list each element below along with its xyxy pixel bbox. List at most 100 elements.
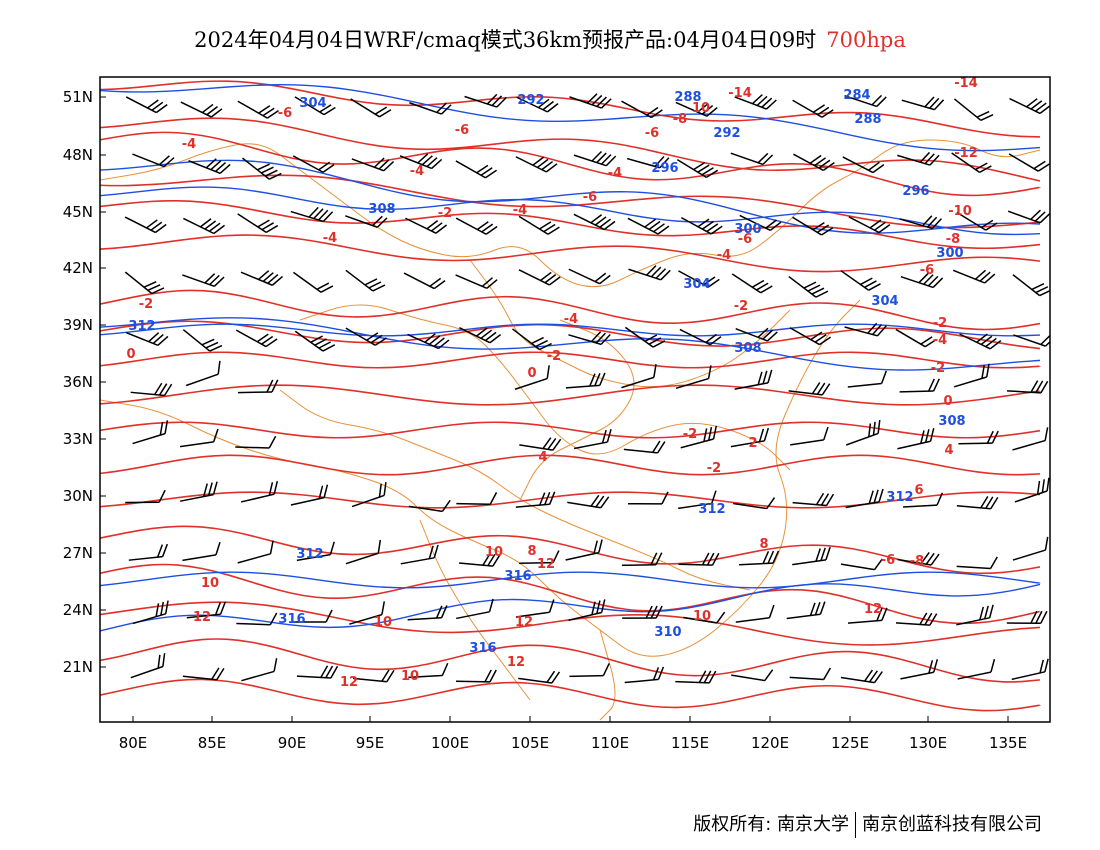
copyright-left: 版权所有: 南京大学 <box>693 814 849 835</box>
wind-barb <box>897 552 940 566</box>
wind-barb <box>241 658 278 682</box>
lon-tick-label: 100E <box>431 734 469 752</box>
wind-barb <box>130 653 166 679</box>
wind-barb <box>242 157 282 180</box>
wind-barb <box>1012 274 1050 297</box>
height-label: 316 <box>278 612 305 627</box>
wind-barb <box>624 666 665 684</box>
temperature-label: 10 <box>374 615 392 630</box>
wind-barb <box>1013 334 1050 347</box>
wind-barb <box>844 322 887 337</box>
border-line <box>100 299 861 657</box>
wind-barb <box>518 269 561 286</box>
temperature-label: 12 <box>864 602 882 617</box>
temperature-label: 0 <box>943 394 952 409</box>
height-contour-line <box>100 84 1041 152</box>
lat-tick-label: 39N <box>63 316 93 334</box>
height-label: 316 <box>504 569 531 584</box>
wind-barb <box>290 206 334 223</box>
height-label: 316 <box>469 641 496 656</box>
wind-barb <box>408 499 451 513</box>
temperature-label: 12 <box>537 557 555 572</box>
wind-barb <box>518 215 560 235</box>
temperature-label: 4 <box>538 450 547 465</box>
wind-barb <box>951 152 992 174</box>
wind-barb <box>845 488 884 509</box>
temperature-label: 12 <box>507 655 525 670</box>
wind-barb <box>739 550 780 566</box>
wind-barb <box>675 101 718 117</box>
temperature-label: 10 <box>401 669 419 684</box>
wind-barb <box>621 552 663 567</box>
isotherm-line <box>100 454 1041 476</box>
height-contour-line <box>100 317 1041 371</box>
isotherm-line <box>100 563 1041 625</box>
temperature-label: 0 <box>527 366 536 381</box>
wind-barb <box>455 274 498 290</box>
wind-barb <box>407 605 448 621</box>
wind-barb <box>793 153 835 172</box>
lat-tick-label: 30N <box>63 487 93 505</box>
wind-barb <box>294 96 336 116</box>
wind-barb <box>567 494 610 509</box>
wind-barb <box>405 217 448 234</box>
wind-barb <box>678 552 720 566</box>
wind-barb <box>735 327 778 342</box>
isotherm-line <box>100 351 1041 369</box>
wind-barb <box>734 369 773 390</box>
wind-barb <box>188 158 231 175</box>
isotherm-line <box>100 601 1041 646</box>
lon-tick-label: 130E <box>909 734 947 752</box>
wind-barb <box>183 217 226 235</box>
wind-barb <box>958 430 999 445</box>
wind-barb <box>1006 610 1048 624</box>
lon-tick-label: 120E <box>751 734 789 752</box>
wind-barb <box>458 553 501 567</box>
temperature-label: -6 <box>920 263 934 278</box>
wind-barb <box>626 155 670 169</box>
wind-barb <box>953 363 990 388</box>
temperature-label: -6 <box>645 126 659 141</box>
wind-barb <box>237 379 279 394</box>
lon-tick-label: 110E <box>591 734 629 752</box>
temperature-label: -4 <box>717 248 731 263</box>
wind-barb <box>126 331 169 347</box>
wind-barb <box>956 496 999 510</box>
wind-barb <box>403 272 446 290</box>
wind-barb <box>959 333 1002 350</box>
wind-barb <box>792 216 834 236</box>
wind-barb <box>627 217 670 235</box>
temperature-label: 4 <box>944 443 953 458</box>
wind-barb <box>903 492 944 508</box>
wind-barb <box>455 160 498 179</box>
wind-barb <box>895 328 937 348</box>
wind-barb <box>739 214 782 232</box>
height-label: 312 <box>296 547 323 562</box>
wind-barb <box>847 370 888 388</box>
wind-barb <box>1014 477 1050 503</box>
lat-tick-label: 51N <box>63 88 93 106</box>
temperature-label: -4 <box>564 312 578 327</box>
height-label: 304 <box>683 277 710 292</box>
wind-barb <box>956 604 994 626</box>
wind-barb <box>627 491 669 505</box>
wind-barb <box>847 607 888 624</box>
temperature-label: -6 <box>738 232 752 247</box>
wind-barb <box>899 215 942 230</box>
wind-barb <box>624 326 666 348</box>
wind-barb <box>731 273 773 294</box>
temperature-label: 10 <box>201 576 219 591</box>
wind-barb <box>840 270 881 291</box>
wind-barb <box>573 150 617 167</box>
wind-barb <box>407 333 450 350</box>
isotherm-line <box>100 525 1041 575</box>
title-pressure-level: 700hpa <box>826 28 906 52</box>
wind-barb <box>848 216 891 234</box>
wind-barb <box>515 491 556 508</box>
wind-barb <box>789 327 832 346</box>
isotherm-line <box>100 200 1041 250</box>
wind-barb <box>235 435 277 449</box>
temperature-label: 10 <box>692 101 710 116</box>
wind-barb <box>132 153 175 168</box>
wind-barb <box>512 328 552 351</box>
